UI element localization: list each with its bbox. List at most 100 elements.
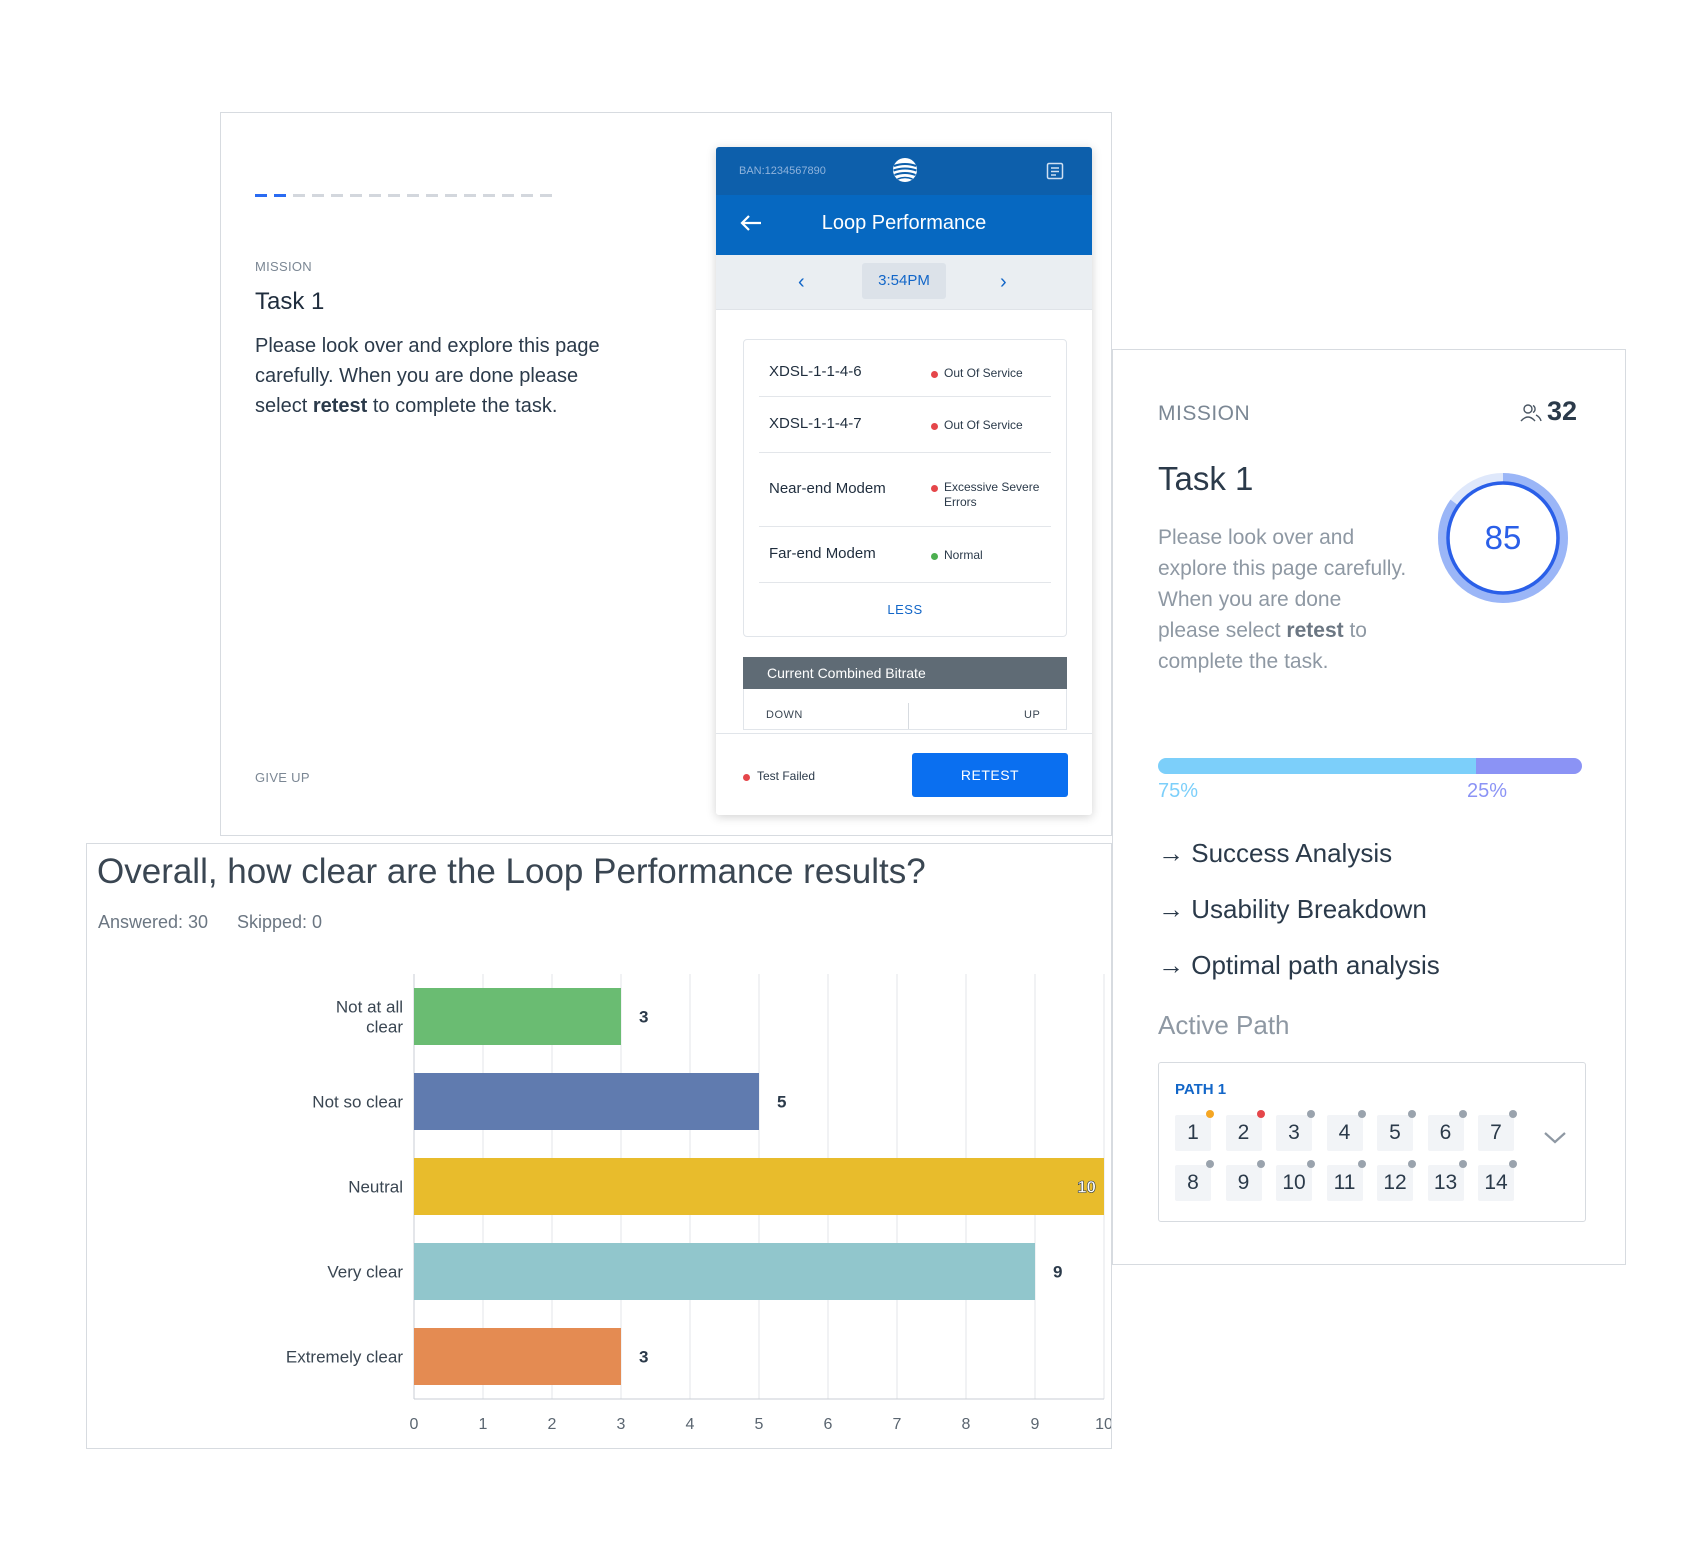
- path-selector: PATH 1 1 2 3 4 5 6 7 8 9 10 11 12 13 14: [1158, 1062, 1586, 1222]
- list-item: XDSL-1-1-4-6 Out Of Service: [759, 348, 1051, 397]
- notes-icon[interactable]: [1046, 162, 1064, 180]
- data-label: 10: [1077, 1178, 1096, 1197]
- split-bar: [1158, 758, 1582, 774]
- phone-status-bar: BAN:1234567890: [716, 147, 1092, 195]
- chart-bar: [414, 988, 621, 1045]
- participant-count: 32: [1547, 396, 1578, 426]
- chevron-down-icon[interactable]: [1543, 1131, 1567, 1145]
- row-name: XDSL-1-1-4-7: [769, 415, 862, 432]
- path-step[interactable]: 3: [1276, 1115, 1312, 1151]
- split-bar-b: [1476, 758, 1582, 774]
- optimal-path-link[interactable]: → Optimal path analysis: [1158, 950, 1440, 980]
- usability-breakdown-link[interactable]: → Usability Breakdown: [1158, 894, 1427, 924]
- test-status: Test Failed: [757, 769, 816, 783]
- split-label-b: 25%: [1467, 780, 1508, 802]
- x-tick-label: 5: [755, 1416, 764, 1433]
- x-tick-label: 3: [617, 1416, 626, 1433]
- x-tick-label: 6: [824, 1416, 833, 1433]
- down-label: DOWN: [766, 709, 803, 721]
- progress-dash: [388, 194, 400, 197]
- task-instructions: Please look over and explore this page c…: [255, 335, 600, 417]
- path-step[interactable]: 4: [1326, 1115, 1363, 1151]
- time-chip[interactable]: 3:54PM: [862, 263, 946, 299]
- chevron-left-icon[interactable]: ‹: [798, 271, 805, 293]
- path-step[interactable]: 6: [1427, 1115, 1464, 1151]
- progress-dash: [350, 194, 362, 197]
- path-label: PATH 1: [1175, 1081, 1227, 1098]
- task-title: Task 1: [255, 288, 325, 315]
- progress-dash: [483, 194, 495, 197]
- analytics-panel: MISSION 32 Task 1 Please look over and e…: [1112, 349, 1626, 1265]
- step-status-dot: [1307, 1160, 1315, 1168]
- step-status-dot: [1206, 1160, 1214, 1168]
- path-step[interactable]: 12: [1377, 1165, 1413, 1201]
- step-status-dot: [1509, 1160, 1517, 1168]
- retest-button[interactable]: RETEST: [912, 753, 1068, 797]
- row-status: Excessive Severe Errors: [944, 480, 1040, 509]
- step-status-dot: [1408, 1160, 1416, 1168]
- step-status-dot: [1256, 1110, 1265, 1118]
- path-step[interactable]: 11: [1326, 1165, 1363, 1201]
- x-tick-label: 9: [1031, 1416, 1040, 1433]
- up-label: UP: [1024, 709, 1041, 721]
- row-status: Out Of Service: [944, 366, 1023, 380]
- path-step[interactable]: 7: [1478, 1115, 1514, 1151]
- bitrate-divider: [908, 703, 909, 729]
- score-arc: [1438, 473, 1568, 603]
- status-dot: [931, 423, 938, 430]
- data-label: 9: [1053, 1263, 1062, 1282]
- give-up-link[interactable]: GIVE UP: [255, 770, 310, 785]
- back-arrow-icon[interactable]: [738, 210, 764, 236]
- list-item: Near-end Modem Excessive Severe Errors: [759, 452, 1051, 527]
- category-label: Extremely clear: [286, 1348, 403, 1367]
- x-tick-label: 8: [962, 1416, 971, 1433]
- screen-title: Loop Performance: [821, 212, 987, 234]
- retest-keyword: retest: [312, 395, 368, 417]
- progress-dash: [255, 194, 267, 197]
- phone-preview: BAN:1234567890 Loop Performance ‹ 3:54PM…: [716, 147, 1092, 815]
- row-name: Far-end Modem: [769, 545, 876, 562]
- success-analysis-link[interactable]: → Success Analysis: [1158, 838, 1393, 868]
- path-step[interactable]: 8: [1175, 1165, 1211, 1201]
- less-toggle[interactable]: LESS: [887, 602, 923, 617]
- step-status-dot: [1206, 1110, 1214, 1118]
- status-dot: [931, 553, 938, 560]
- progress-dash: [445, 194, 457, 197]
- x-tick-label: 1: [479, 1416, 488, 1433]
- phone-footer: Test Failed RETEST: [716, 733, 1092, 815]
- status-card: XDSL-1-1-4-6 Out Of Service XDSL-1-1-4-7…: [743, 339, 1067, 637]
- split-bar-a: [1158, 758, 1476, 774]
- path-step[interactable]: 14: [1478, 1165, 1514, 1201]
- split-label-a: 75%: [1158, 780, 1199, 802]
- step-status-dot: [1458, 1110, 1467, 1118]
- score-value: 85: [1485, 519, 1522, 556]
- path-step[interactable]: 5: [1377, 1115, 1413, 1151]
- path-step[interactable]: 9: [1225, 1165, 1262, 1201]
- category-label: Not so clear: [312, 1093, 403, 1112]
- step-status-dot: [1357, 1110, 1366, 1118]
- progress-dash: [407, 194, 419, 197]
- step-status-dot: [1307, 1110, 1315, 1118]
- path-step[interactable]: 13: [1427, 1165, 1464, 1201]
- status-dot: [931, 485, 938, 492]
- progress-dash: [521, 194, 533, 197]
- category-label: clear: [366, 1018, 403, 1037]
- chevron-right-icon[interactable]: ›: [1000, 271, 1007, 293]
- category-label: Neutral: [348, 1178, 403, 1197]
- fail-status-dot: [743, 774, 750, 781]
- ban-number: BAN:1234567890: [739, 165, 826, 177]
- path-step[interactable]: 1: [1175, 1115, 1211, 1151]
- bitrate-panel: DOWN UP: [743, 689, 1067, 730]
- bitrate-header: Current Combined Bitrate: [743, 657, 1067, 689]
- step-status-dot: [1357, 1160, 1366, 1168]
- data-label: 3: [639, 1348, 648, 1367]
- path-step[interactable]: 2: [1225, 1115, 1262, 1151]
- path-step[interactable]: 10: [1276, 1165, 1312, 1201]
- step-status-dot: [1408, 1110, 1416, 1118]
- category-label: Not at all: [336, 998, 403, 1017]
- row-status: Normal: [944, 548, 983, 562]
- progress-dash: [293, 194, 305, 197]
- chart-bar: [414, 1073, 759, 1130]
- x-tick-label: 4: [686, 1416, 695, 1433]
